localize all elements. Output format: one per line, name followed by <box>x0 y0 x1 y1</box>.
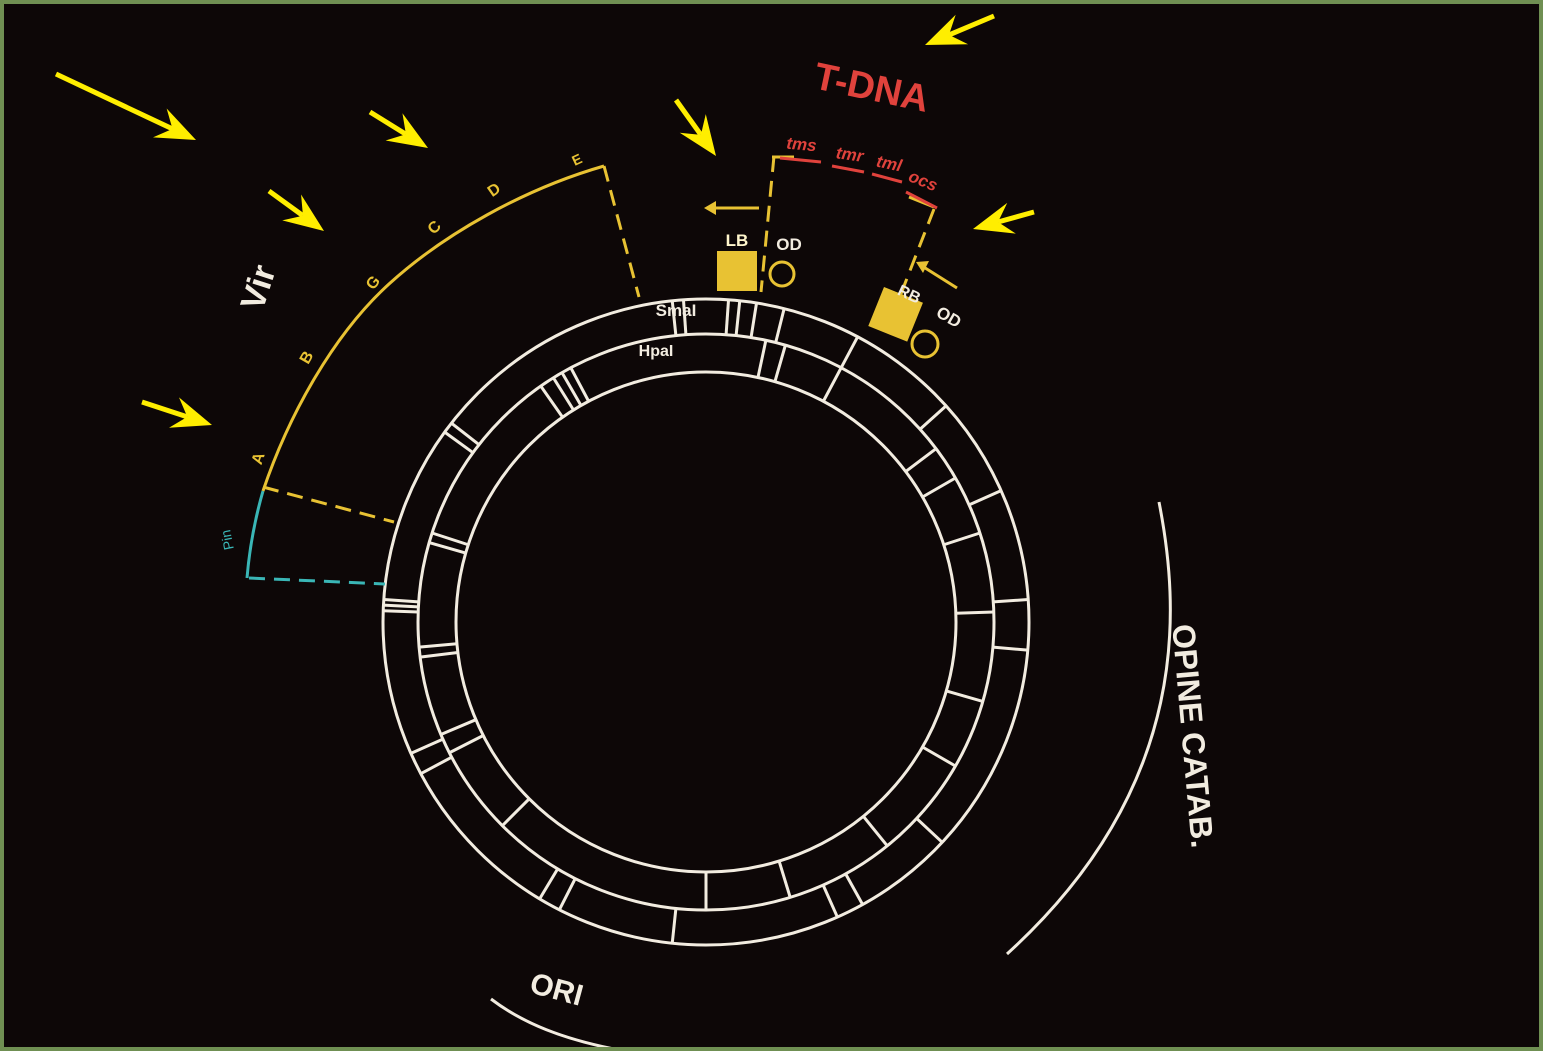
restriction-site-tick <box>443 430 474 454</box>
vir-title: Vir <box>234 260 284 314</box>
restriction-site-tick <box>862 815 889 847</box>
right-border-box <box>868 287 923 342</box>
tdna-gene-tms: tms <box>786 134 818 156</box>
restriction-site-tick <box>992 645 1028 652</box>
vir-gene-b: B <box>297 348 318 367</box>
restriction-site-tick <box>919 404 948 431</box>
pin-label: Pin <box>217 528 237 551</box>
right-od-circle <box>910 329 940 359</box>
tdna-gene-tmr: tmr <box>835 143 866 166</box>
ti-plasmid-map: SmaI HpaI Pin Vir A B G C D E T-DNA tms … <box>54 13 1221 1047</box>
restriction-site-tick <box>448 734 484 755</box>
plasmid-circle <box>381 297 1031 947</box>
arrow-tdna <box>925 13 995 45</box>
vir-arc <box>261 164 605 492</box>
left-border-box <box>717 251 757 291</box>
smai-label: SmaI <box>656 301 697 320</box>
restriction-site-tick <box>670 908 678 944</box>
arrow-vir-region <box>54 71 196 140</box>
arrow-vir-a <box>141 397 212 428</box>
tdna-gene-ocs: ocs <box>906 167 940 196</box>
opine-catab-arc <box>1005 501 1172 956</box>
plasmid-slide: SmaI HpaI Pin Vir A B G C D E T-DNA tms … <box>4 4 1539 1047</box>
vir-region <box>261 164 641 524</box>
restriction-site-tick <box>560 371 583 407</box>
ori-arc <box>490 997 612 1047</box>
restriction-site-tick <box>539 385 564 419</box>
restriction-site-tick <box>921 476 957 499</box>
restriction-site-tick <box>431 531 469 547</box>
restriction-site-tick <box>428 541 467 555</box>
restriction-site-tick <box>558 877 577 911</box>
restriction-site-tick <box>501 797 531 827</box>
vir-gene-e: E <box>569 150 584 168</box>
restriction-site-tick <box>774 308 786 343</box>
tdna-dashed-right <box>895 208 936 305</box>
restriction-site-tick <box>943 531 981 547</box>
arrow-left-border <box>673 98 716 156</box>
arrow-right-border <box>973 202 1035 234</box>
arrow-vir-g <box>267 188 324 231</box>
ori-label: ORI <box>526 967 586 1013</box>
restriction-site-tick <box>756 339 768 378</box>
opine-catab-label: OPINE CATAB. <box>1165 623 1220 850</box>
right-border-direction-arrow <box>921 264 958 290</box>
restriction-site-tick <box>383 603 419 609</box>
right-border-arrowhead <box>916 261 929 273</box>
hpai-fragment-boundaries <box>418 339 994 910</box>
pin-arc <box>245 490 265 579</box>
pointer-arrows <box>54 13 1035 428</box>
restriction-site-tick <box>773 344 787 383</box>
right-od-label: OD <box>933 303 965 332</box>
left-od-circle <box>768 260 796 288</box>
restriction-site-tick <box>410 737 444 755</box>
hpai-label: HpaI <box>639 343 674 360</box>
restriction-site-tick <box>538 868 559 900</box>
restriction-site-tick <box>569 367 590 402</box>
restriction-site-tick <box>844 873 864 906</box>
outer-ring-boundary <box>381 297 1031 947</box>
left-border-arrowhead <box>704 201 716 215</box>
restriction-site-tick <box>822 367 843 402</box>
restriction-site-tick <box>968 489 1002 507</box>
vir-dashed-line-left <box>262 485 395 524</box>
restriction-site-tick <box>419 650 459 659</box>
left-od-label: OD <box>776 235 802 254</box>
vir-gene-d: D <box>485 180 504 201</box>
vir-dashed-line-right <box>602 165 641 298</box>
restriction-site-tick <box>450 421 480 446</box>
restriction-site-tick <box>670 300 678 336</box>
vir-gene-c: C <box>425 217 446 238</box>
restriction-site-tick <box>777 860 792 898</box>
restriction-site-tick <box>734 300 742 336</box>
tdna-dashed-left <box>759 155 776 293</box>
restriction-site-tick <box>383 597 419 604</box>
left-border-label: LB <box>726 231 749 250</box>
restriction-site-tick <box>420 755 453 775</box>
restriction-site-tick <box>724 299 731 335</box>
restriction-site-tick <box>955 610 994 615</box>
restriction-site-tick <box>418 642 458 649</box>
restriction-site-tick <box>904 447 937 473</box>
tdna-gene-underlines <box>779 156 938 210</box>
restriction-site-tick <box>383 609 419 614</box>
restriction-site-tick <box>993 597 1029 604</box>
restriction-site-tick <box>945 689 984 703</box>
restriction-site-tick <box>681 299 688 335</box>
inner-ring-boundary <box>454 370 958 874</box>
vir-gene-a: A <box>249 450 269 467</box>
pin-region: Pin <box>217 490 386 586</box>
restriction-site-tick <box>839 336 859 369</box>
arrow-vir-e <box>368 109 428 148</box>
restriction-site-tick <box>821 884 839 918</box>
restriction-site-tick <box>440 718 477 736</box>
restriction-site-tick <box>921 745 957 768</box>
restriction-site-tick <box>915 817 944 844</box>
tdna-gene-tml: tml <box>875 152 905 176</box>
smai-fragment-boundaries <box>383 299 1029 944</box>
pin-dashed-line <box>248 576 386 586</box>
tdna-title: T-DNA <box>810 56 932 121</box>
restriction-site-tick <box>749 302 759 338</box>
restriction-site-tick <box>552 376 575 411</box>
